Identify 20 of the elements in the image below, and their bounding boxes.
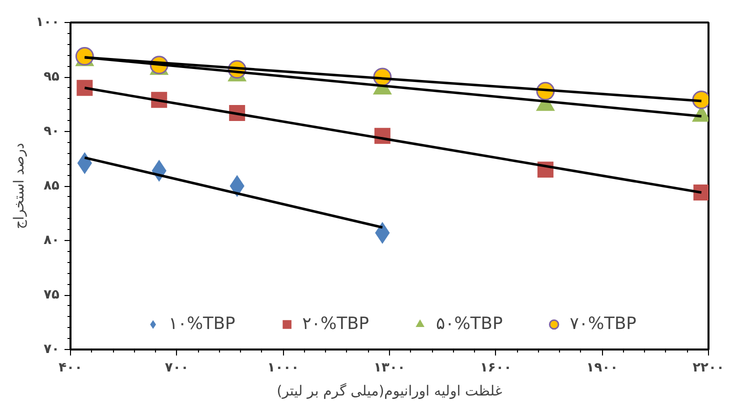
legend-label: ۲۰%TBP (302, 314, 369, 334)
x-tick-label: ۱۰۰۰ (267, 360, 300, 376)
x-tick-label: ۲۲۰۰ (692, 360, 724, 376)
y-tick-label: ۱۰۰ (36, 15, 60, 30)
y-tick-label: ۹۵ (44, 70, 60, 84)
y-tick-label: ۹۰ (44, 124, 60, 139)
x-tick-label: ۱۳۰۰ (374, 360, 406, 376)
y-tick-label: ۷۰ (44, 342, 60, 357)
x-axis-title: غلظت اولیه اورانیوم(میلی گرم بر لیتر) (276, 382, 502, 400)
legend-label: ۷۰%TBP (570, 314, 636, 334)
y-tick-label: ۸۵ (44, 178, 60, 194)
x-tick-label: ۱۹۰۰ (586, 360, 618, 376)
x-tick-label: ۴۰۰ (58, 360, 82, 376)
y-axis-title: درصد استخراج (12, 142, 28, 230)
legend-label: ۱۰%TBP (168, 314, 236, 334)
y-tick-label: ۸۰ (44, 233, 60, 248)
legend-label: ۵۰%TBP (436, 314, 503, 334)
x-tick-label: ۱۶۰۰ (480, 360, 512, 376)
x-tick-label: ۷۰۰ (164, 360, 189, 376)
y-tick-label: ۷۵ (44, 288, 60, 302)
